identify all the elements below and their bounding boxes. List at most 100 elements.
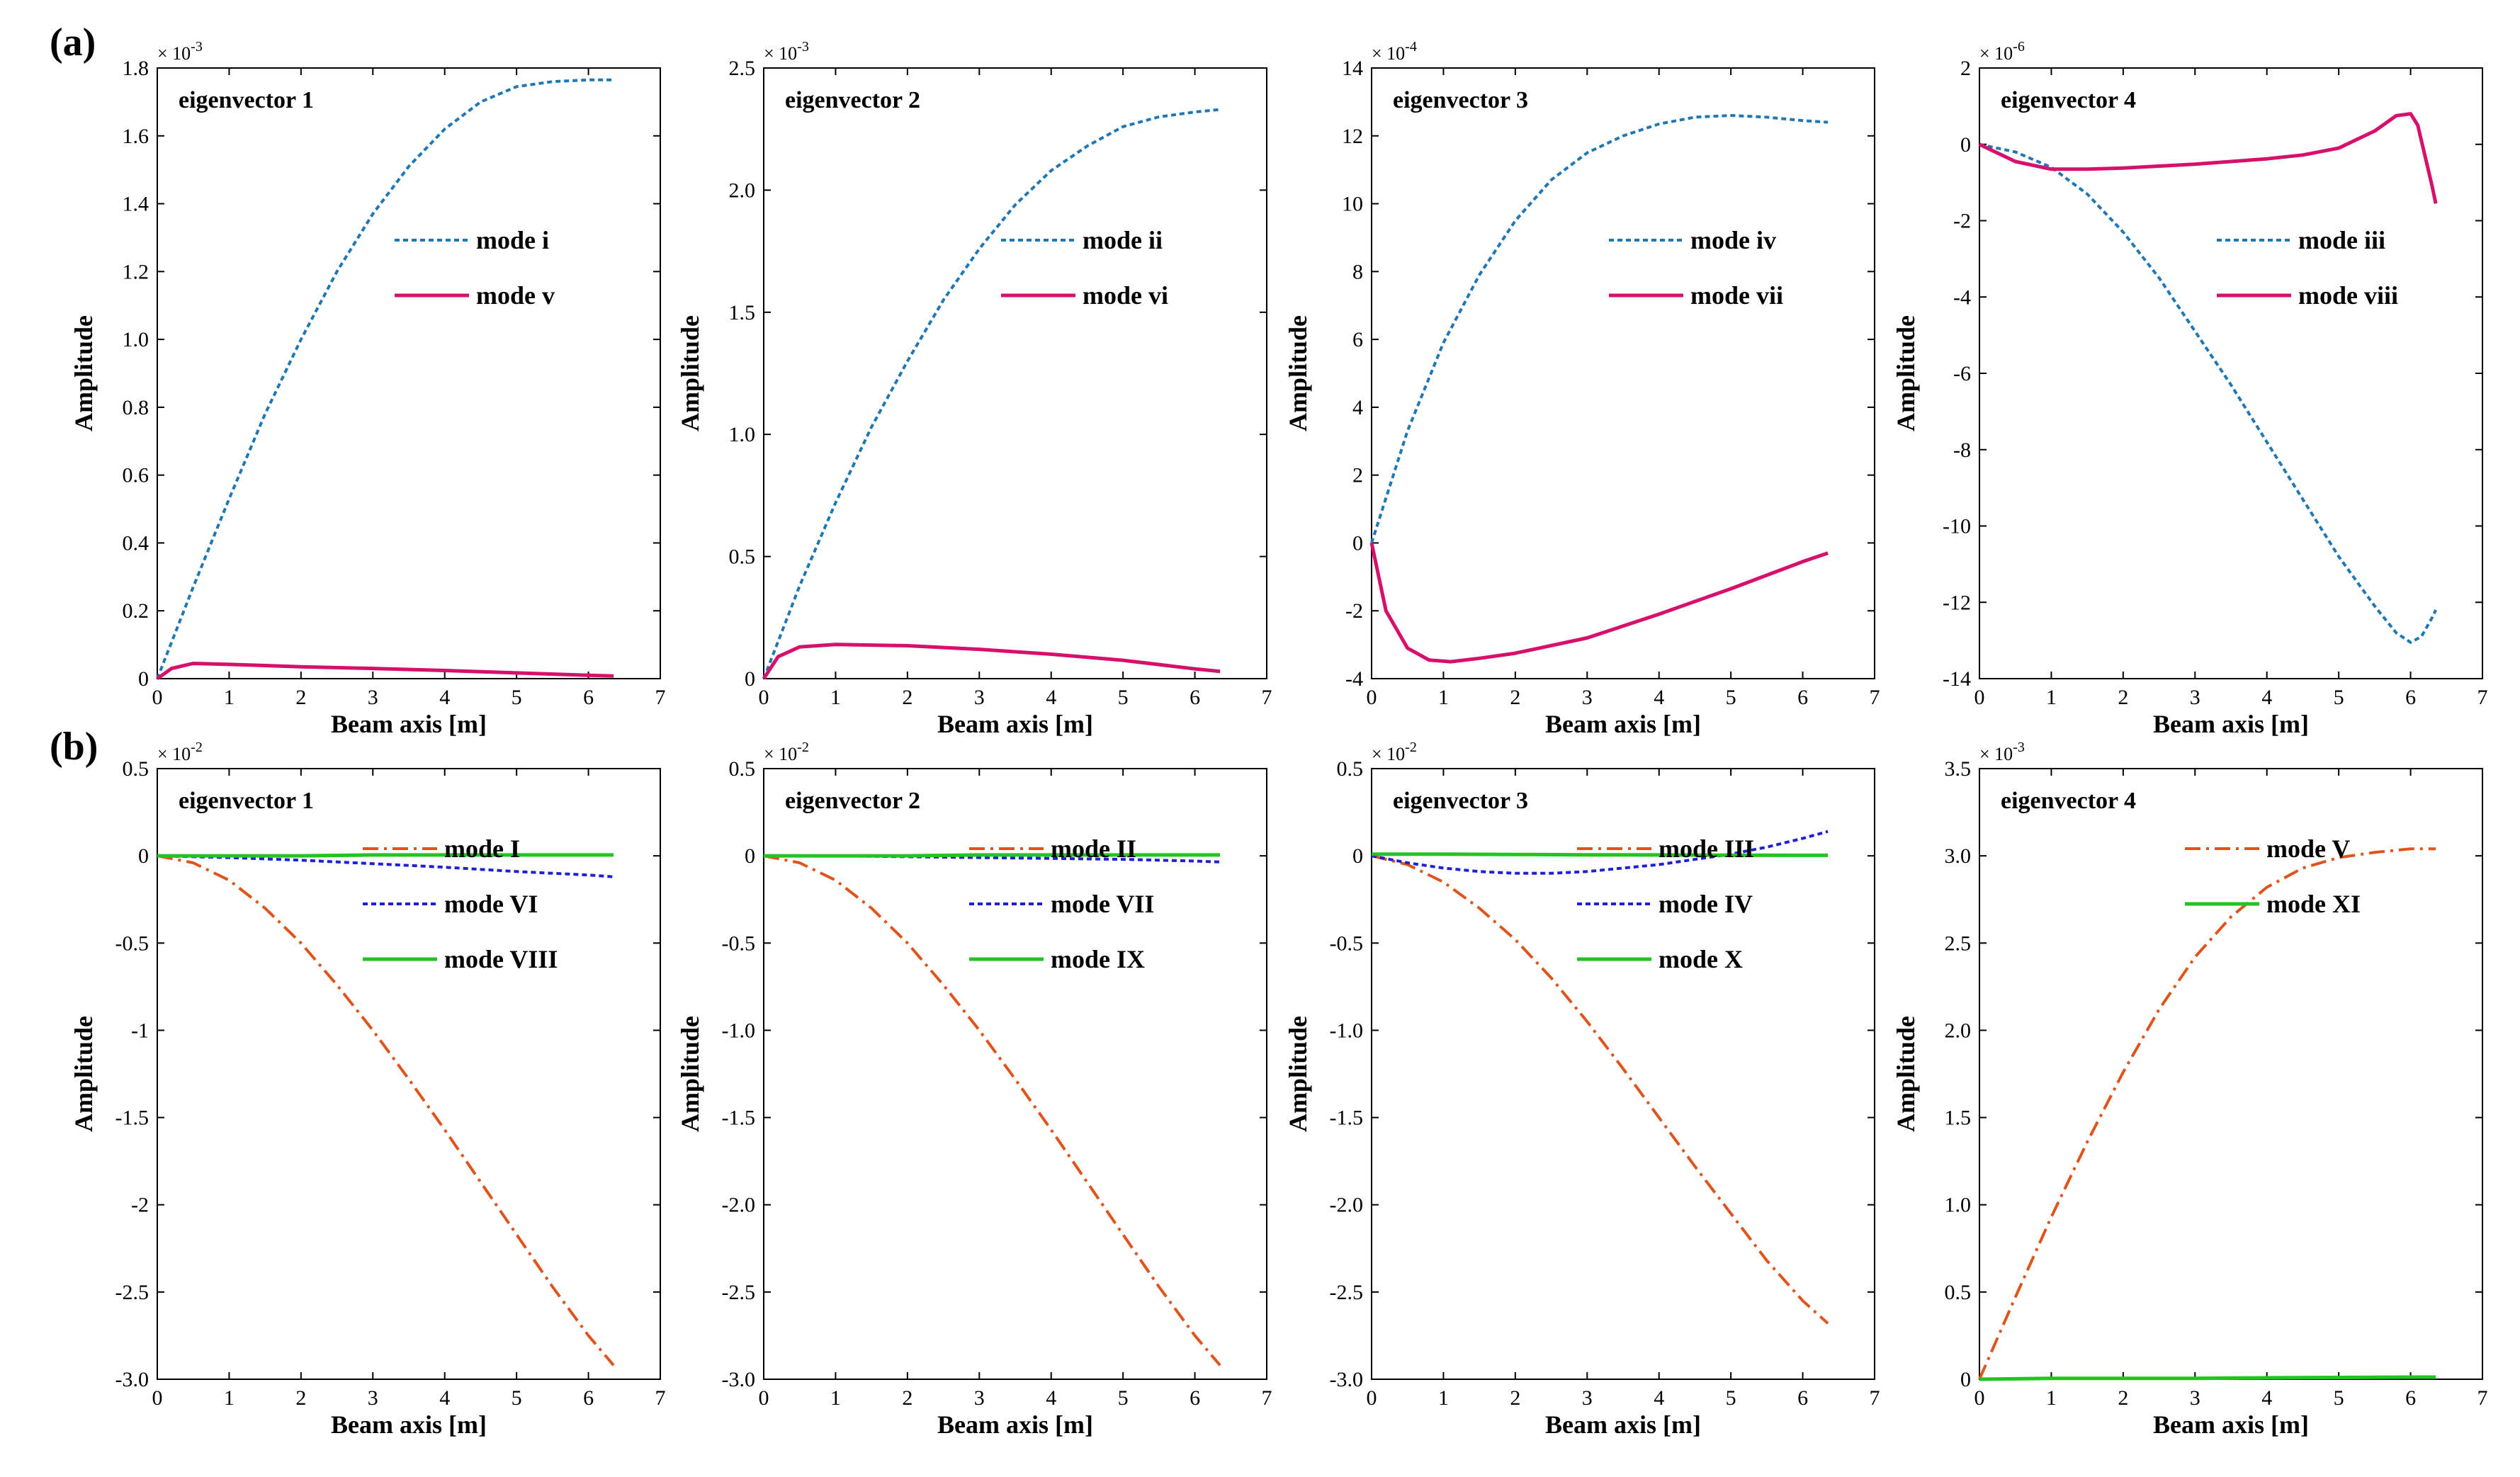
- chart-a-1-series-mode-i: [156, 78, 614, 679]
- chart-b-4-ytick-label: 2.0: [1945, 1019, 1972, 1042]
- chart-a-2-sci-multiplier: × 10-3: [764, 39, 809, 64]
- chart-a-1-ytick-label: 1.2: [123, 260, 149, 283]
- chart-b-3-xtick-label: 0: [1367, 1386, 1377, 1410]
- chart-b-4-ytick-label: 3.0: [1945, 844, 1972, 868]
- chart-b-4-xtick-label: 1: [2046, 1386, 2057, 1410]
- chart-b-2-ytick-label: -1.5: [722, 1107, 756, 1130]
- chart-a-1-xtick-label: 7: [655, 686, 666, 709]
- chart-a-2-axes-box: [763, 67, 1267, 679]
- chart-a-4-xtick-label: 7: [2477, 686, 2488, 709]
- chart-a-1-ytick-label: 0.4: [123, 531, 149, 555]
- chart-b-1: 0 1 2 3 4 5 6 7 -3.0 -2.5 -2 -1.5 -1 -0.5 0 0.5 × 10-2 Be…: [69, 740, 666, 1439]
- chart-b-3-ytick-label: -3.0: [1330, 1368, 1364, 1391]
- chart-a-2-xtick-label: 5: [1118, 686, 1129, 709]
- chart-b-2-xtick-label: 5: [1118, 1386, 1129, 1410]
- chart-b-1-sci-exponent: -2: [191, 740, 203, 755]
- chart-a-3-xtick-label: 1: [1438, 686, 1449, 709]
- chart-a-3-xtick-label: 2: [1510, 686, 1520, 709]
- chart-b-1-xtick-label: 0: [152, 1386, 163, 1410]
- chart-b-1-legend: mode I mode VI mode VIII: [363, 834, 558, 973]
- chart-a-2-xtick-label: 6: [1190, 686, 1200, 709]
- chart-b-4-series-mode-v: [1978, 847, 2436, 1380]
- chart-b-3-axes-box: [1371, 768, 1875, 1380]
- chart-b-4-ytick-label: 1.0: [1945, 1194, 1972, 1217]
- chart-b-3-ytick-label: -0.5: [1330, 932, 1364, 955]
- chart-b-3-sci-exponent: -2: [1405, 740, 1417, 755]
- chart-b-4-xtick-label: 0: [1974, 1386, 1985, 1410]
- chart-a-3-xtick-label: 5: [1726, 686, 1736, 709]
- chart-a-4-axes-box: [1979, 67, 2483, 679]
- chart-b-1-ytick-label: -0.5: [115, 932, 149, 955]
- chart-a-4-legend-label: mode iii: [2298, 226, 2385, 254]
- chart-a-1-ytick-label: 0.6: [123, 464, 149, 487]
- chart-b-2-sci-exponent: -2: [797, 740, 809, 755]
- chart-b-3-ytick-label: -2.5: [1330, 1281, 1364, 1304]
- chart-a-3-xtick-label: 3: [1582, 686, 1593, 709]
- chart-a-1-ytick-label: 1.0: [123, 328, 149, 351]
- chart-b-3-sci-multiplier: × 10-2: [1372, 740, 1417, 764]
- chart-b-4-series-mode-xi: [1979, 1375, 2436, 1381]
- chart-a-1-legend: mode i mode v: [395, 226, 555, 310]
- chart-b-4-xtick-label: 7: [2477, 1386, 2488, 1410]
- chart-a-3-legend: mode iv mode vii: [1609, 226, 1783, 310]
- chart-b-1-legend-label: mode VIII: [444, 945, 558, 973]
- chart-b-4-sci-multiplier: × 10-3: [1979, 740, 2025, 764]
- chart-b-1-ytick-label: -3.0: [115, 1368, 149, 1391]
- chart-a-4-ytick-label: -12: [1943, 591, 1971, 614]
- chart-a-4-xtick-label: 1: [2046, 686, 2057, 709]
- chart-a-1-xtick-label: 6: [583, 686, 594, 709]
- chart-b-3-ytick-label: -1.0: [1330, 1019, 1364, 1042]
- chart-a-1-xtick-label: 0: [152, 686, 163, 709]
- chart-a-2-ytick-label: 0: [745, 667, 755, 691]
- chart-a-1-xtick-label: 2: [295, 686, 306, 709]
- chart-a-4-legend-label: mode viii: [2298, 281, 2398, 310]
- chart-b-1-series-mode-vi: [157, 854, 614, 878]
- chart-b-4-legend-label: mode V: [2266, 834, 2350, 863]
- chart-b-3-series-mode-iii: [1371, 854, 1829, 1325]
- chart-b-3-ytick-label: 0: [1352, 844, 1363, 868]
- chart-a-3-xtick-label: 6: [1797, 686, 1808, 709]
- chart-a-1-xtick-label: 5: [512, 686, 522, 709]
- chart-b-1-xtick-label: 7: [655, 1386, 666, 1410]
- chart-a-3-ytick-label: 2: [1352, 464, 1363, 487]
- chart-b-4-ytick-label: 0.5: [1945, 1281, 1972, 1304]
- chart-a-2-ytick-label: 1.5: [729, 301, 756, 324]
- chart-a-1: 0 1 2 3 4 5 6 7 0 0.2 0.4 0.6 0.8 1.0 1.2 1.4 1.6 1.8 × 10…: [69, 39, 666, 738]
- chart-a-3-series-mode-vii: [1369, 542, 1829, 664]
- chart-b-2: 0 1 2 3 4 5 6 7 -3.0 -2.5 -2.0 -1.5 -1.0 -0.5 0 0.5 × 10…: [676, 740, 1272, 1439]
- chart-a-4-xtick-label: 4: [2261, 686, 2272, 709]
- chart-b-1-ylabel: Amplitude: [69, 1016, 98, 1132]
- chart-b-1-ytick-label: 0: [138, 844, 149, 868]
- chart-b-2-xtick-label: 0: [759, 1386, 769, 1410]
- chart-b-2-ytick-label: -2.5: [722, 1281, 756, 1304]
- chart-a-4-ytick-label: -8: [1953, 438, 1971, 462]
- chart-b-2-axes-box: [763, 768, 1267, 1380]
- chart-a-1-ytick-label: 1.4: [123, 193, 149, 216]
- chart-a-3-ytick-label: -2: [1345, 599, 1363, 623]
- chart-b-2-legend-label: mode VII: [1051, 890, 1154, 918]
- chart-b-4-xtick-label: 3: [2190, 1386, 2200, 1410]
- chart-b-3-legend: mode III mode IV mode X: [1577, 834, 1754, 973]
- chart-a-2-series-mode-vi: [762, 643, 1221, 680]
- chart-b-4-xtick-label: 6: [2405, 1386, 2416, 1410]
- chart-a-4-ytick-label: -14: [1943, 667, 1971, 691]
- chart-b-3-xtick-label: 5: [1726, 1386, 1736, 1410]
- chart-b-3-xtick-label: 6: [1797, 1386, 1808, 1410]
- chart-a-1-xlabel: Beam axis [m]: [331, 710, 487, 738]
- chart-a-3-axes-box: [1371, 67, 1875, 679]
- chart-a-3-sci-exponent: -4: [1405, 39, 1417, 55]
- chart-a-1-ytick-label: 0.2: [123, 599, 149, 623]
- chart-b-1-xtick-label: 2: [295, 1386, 306, 1410]
- chart-b-4-ytick-label: 2.5: [1945, 932, 1972, 955]
- chart-a-4-ytick-label: -6: [1953, 362, 1971, 385]
- chart-a-4-ytick-label: -2: [1953, 210, 1971, 233]
- chart-b-4-xtick-label: 2: [2118, 1386, 2128, 1410]
- chart-b-2-legend-label: mode IX: [1051, 945, 1145, 973]
- chart-b-2-ytick-label: -0.5: [722, 932, 756, 955]
- chart-a-1-ytick-label: 0: [138, 667, 149, 691]
- chart-b-2-series-mode-ix: [764, 853, 1221, 858]
- chart-b-1-xtick-label: 6: [583, 1386, 594, 1410]
- chart-b-2-xtick-label: 4: [1046, 1386, 1056, 1410]
- chart-b-2-ylabel: Amplitude: [676, 1016, 704, 1132]
